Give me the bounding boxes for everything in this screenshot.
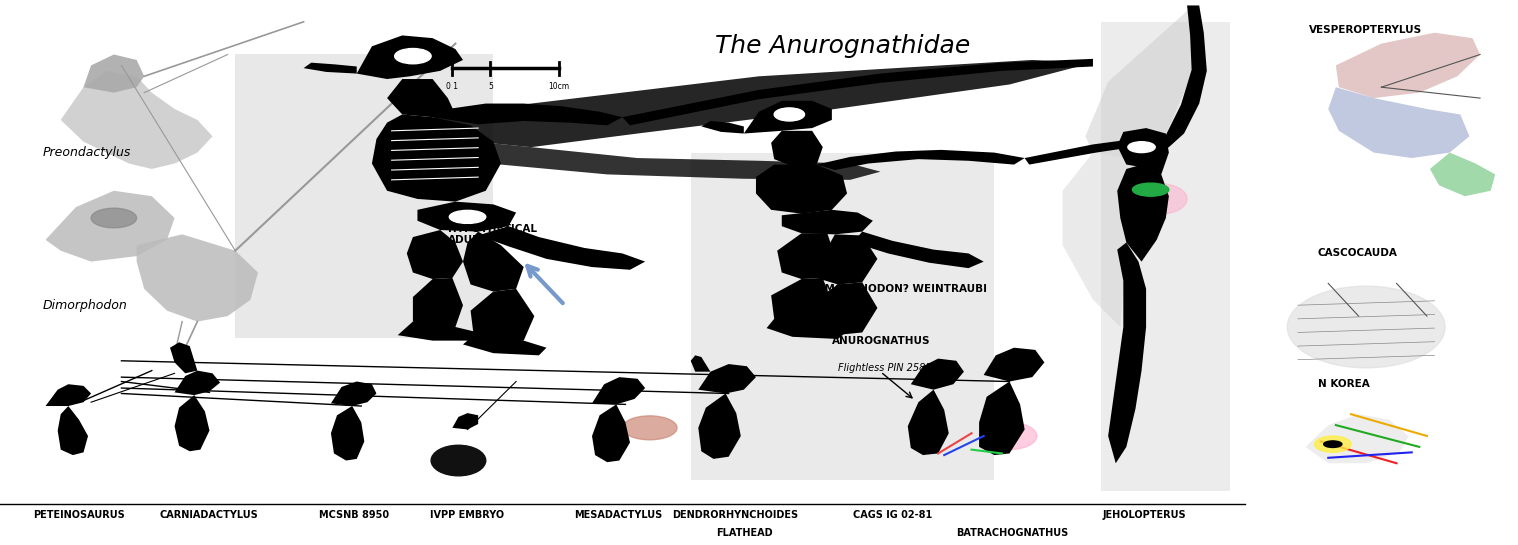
Ellipse shape <box>1128 142 1155 153</box>
Polygon shape <box>592 404 630 462</box>
Polygon shape <box>175 395 209 451</box>
Text: The Anurognathidae: The Anurognathidae <box>715 34 970 58</box>
Polygon shape <box>417 60 1093 147</box>
Polygon shape <box>592 377 645 404</box>
Text: 10cm: 10cm <box>548 82 569 91</box>
Text: BATRACHOGNATHUS: BATRACHOGNATHUS <box>956 528 1069 538</box>
Polygon shape <box>1085 5 1193 163</box>
Polygon shape <box>979 382 1025 455</box>
Text: PETEINOSAURUS: PETEINOSAURUS <box>33 510 124 520</box>
Ellipse shape <box>1315 436 1351 452</box>
Polygon shape <box>1142 5 1207 163</box>
Bar <box>1101 22 1230 490</box>
Polygon shape <box>782 210 873 234</box>
Text: Dimorphodon: Dimorphodon <box>43 299 128 312</box>
Polygon shape <box>1336 33 1480 98</box>
Ellipse shape <box>431 445 486 476</box>
Polygon shape <box>777 233 835 279</box>
Polygon shape <box>478 226 645 270</box>
Polygon shape <box>1305 414 1409 463</box>
Bar <box>691 153 994 480</box>
Polygon shape <box>463 335 546 355</box>
Text: IVPP EMBRYO: IVPP EMBRYO <box>430 510 504 520</box>
Polygon shape <box>357 35 463 79</box>
Polygon shape <box>331 382 376 406</box>
Bar <box>235 54 493 338</box>
Ellipse shape <box>449 210 486 223</box>
Text: JEHOLOPTERUS: JEHOLOPTERUS <box>1102 510 1186 520</box>
Text: MESADACTYLUS: MESADACTYLUS <box>574 510 662 520</box>
Polygon shape <box>46 191 175 262</box>
Text: FLATHEAD: FLATHEAD <box>716 528 773 538</box>
Polygon shape <box>744 101 832 134</box>
Polygon shape <box>756 165 847 214</box>
Polygon shape <box>771 131 823 166</box>
Polygon shape <box>771 278 832 327</box>
Polygon shape <box>407 230 463 279</box>
Polygon shape <box>984 348 1044 381</box>
Polygon shape <box>463 232 524 292</box>
Polygon shape <box>1025 137 1151 165</box>
Polygon shape <box>170 342 197 373</box>
Text: N KOREA: N KOREA <box>1318 379 1369 389</box>
Polygon shape <box>83 54 144 93</box>
Polygon shape <box>908 390 949 455</box>
Ellipse shape <box>395 49 431 64</box>
Ellipse shape <box>91 208 137 228</box>
Polygon shape <box>701 121 744 134</box>
Polygon shape <box>61 71 213 169</box>
Polygon shape <box>622 59 1093 125</box>
Polygon shape <box>387 79 455 117</box>
Ellipse shape <box>1132 183 1169 196</box>
Ellipse shape <box>1324 441 1342 447</box>
Text: 5: 5 <box>487 82 493 91</box>
Polygon shape <box>853 232 984 268</box>
Polygon shape <box>817 234 877 284</box>
Text: Preondactylus: Preondactylus <box>43 146 131 159</box>
Polygon shape <box>137 234 258 322</box>
Text: CARNIADACTYLUS: CARNIADACTYLUS <box>159 510 258 520</box>
Polygon shape <box>425 139 880 180</box>
Text: HYPOTHETICAL
ADULT: HYPOTHETICAL ADULT <box>448 223 537 245</box>
Polygon shape <box>812 282 877 335</box>
Polygon shape <box>1117 128 1169 174</box>
Polygon shape <box>911 359 964 390</box>
Polygon shape <box>372 114 501 202</box>
Polygon shape <box>691 355 710 372</box>
Polygon shape <box>698 364 756 393</box>
Polygon shape <box>767 319 847 339</box>
Polygon shape <box>471 289 534 343</box>
Ellipse shape <box>774 108 805 121</box>
Polygon shape <box>417 202 516 232</box>
Polygon shape <box>331 406 364 461</box>
Text: 0 1: 0 1 <box>446 82 458 91</box>
Polygon shape <box>433 104 622 125</box>
Ellipse shape <box>982 422 1037 450</box>
Polygon shape <box>817 150 1025 170</box>
Polygon shape <box>304 63 357 74</box>
Polygon shape <box>698 393 741 459</box>
Polygon shape <box>1063 153 1154 327</box>
Polygon shape <box>452 413 478 429</box>
Polygon shape <box>58 406 88 455</box>
Polygon shape <box>1430 153 1495 196</box>
Text: DIMORPHODON? WEINTRAUBI: DIMORPHODON? WEINTRAUBI <box>812 284 987 294</box>
Text: CAGS IG 02-81: CAGS IG 02-81 <box>853 510 932 520</box>
Polygon shape <box>46 384 91 406</box>
Text: Flightless PIN 2585/4: Flightless PIN 2585/4 <box>838 363 941 373</box>
Ellipse shape <box>622 416 677 440</box>
Text: DENDRORHYNCHOIDES: DENDRORHYNCHOIDES <box>672 510 798 520</box>
Text: MCSNB 8950: MCSNB 8950 <box>319 510 389 520</box>
Polygon shape <box>413 278 463 330</box>
Polygon shape <box>1108 243 1146 463</box>
Text: VESPEROPTERYLUS: VESPEROPTERYLUS <box>1309 25 1422 35</box>
Text: ANUROGNATHUS: ANUROGNATHUS <box>832 336 931 346</box>
Ellipse shape <box>1287 286 1445 368</box>
Polygon shape <box>398 322 478 341</box>
Polygon shape <box>1328 87 1469 158</box>
Text: CASCOCAUDA: CASCOCAUDA <box>1318 249 1398 258</box>
Polygon shape <box>175 371 220 395</box>
Ellipse shape <box>1132 184 1187 214</box>
Polygon shape <box>1117 164 1169 262</box>
